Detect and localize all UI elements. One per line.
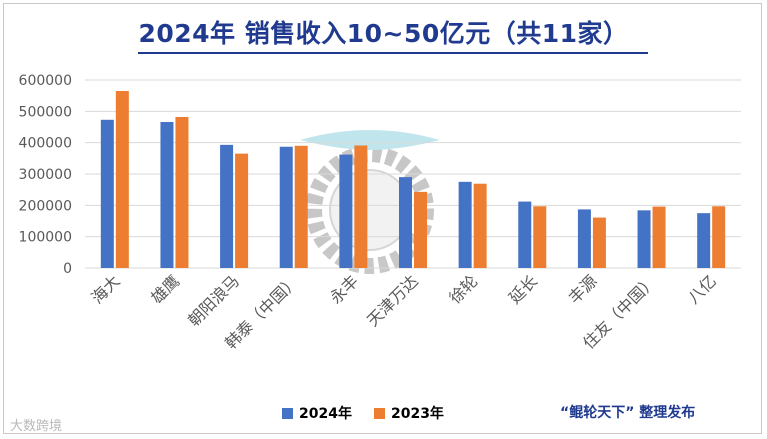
- legend-item-2024: 2024年: [282, 403, 352, 423]
- bar-2023: [175, 116, 189, 269]
- y-tick-label: 400000: [19, 136, 72, 152]
- bar-2023: [414, 191, 427, 268]
- x-tick-label: 永丰: [326, 271, 362, 307]
- bar-2023: [533, 206, 547, 268]
- x-tick-label: 天津万达: [363, 271, 422, 330]
- bar-2024: [279, 146, 293, 268]
- bar-2023: [712, 206, 726, 268]
- bar-2024: [220, 144, 234, 268]
- bar-2023: [354, 145, 368, 268]
- publisher-credit: “鲲轮天下” 整理发布: [560, 405, 696, 421]
- bar-2023: [592, 217, 606, 268]
- legend-label-2024: 2024年: [299, 406, 352, 422]
- y-tick-label: 0: [63, 261, 72, 277]
- y-tick-label: 500000: [19, 104, 72, 120]
- bar-2023: [294, 145, 308, 268]
- bar-2024: [458, 181, 472, 268]
- bar-2024: [637, 210, 651, 268]
- x-tick-label: 丰源: [565, 271, 601, 307]
- legend-swatch-2024: [282, 407, 293, 419]
- x-tick-label: 延长: [505, 271, 541, 307]
- x-tick-label: 徐轮: [445, 271, 481, 307]
- bar-2023: [115, 90, 129, 268]
- legend-item-2023: 2023年: [373, 403, 444, 423]
- x-tick-label: 朝阳浪马: [184, 271, 243, 330]
- source-watermark-text: 大数跨境: [10, 419, 63, 434]
- bar-2024: [339, 154, 353, 268]
- bar-2023: [473, 183, 487, 268]
- y-tick-label: 600000: [19, 73, 72, 89]
- bar-2024: [399, 177, 412, 268]
- y-tick-label: 200000: [19, 198, 72, 214]
- x-tick-label: 八亿: [684, 271, 720, 307]
- bar-2024: [100, 119, 114, 268]
- bar-2024: [697, 213, 711, 268]
- title-underline: [138, 52, 648, 54]
- bar-2024: [160, 121, 174, 268]
- y-tick-label: 300000: [19, 167, 72, 183]
- legend-swatch-2023: [373, 407, 385, 419]
- bar-2024: [518, 201, 532, 268]
- y-tick-label: 100000: [19, 230, 72, 246]
- x-tick-label: 雄鹰: [147, 271, 183, 307]
- x-tick-label: 海大: [88, 271, 124, 307]
- bar-2023: [235, 153, 249, 268]
- bar-2023: [652, 206, 666, 268]
- legend: 2024年 2023年: [282, 403, 466, 423]
- chart-title: 2024年 销售收入10~50亿元（共11家）: [138, 19, 629, 48]
- legend-label-2023: 2023年: [390, 406, 444, 422]
- bar-2024: [577, 209, 591, 268]
